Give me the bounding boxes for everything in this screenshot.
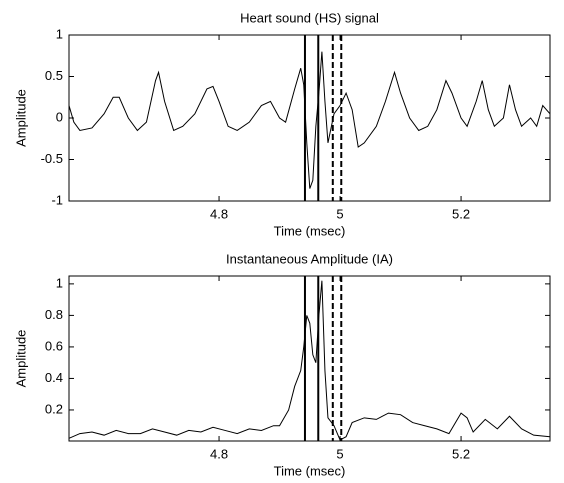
signal-line: [68, 280, 551, 441]
y-tick-label: 1: [56, 275, 63, 290]
x-tick-label: 4.8: [210, 446, 228, 461]
y-axis-label: Amplitude: [13, 330, 28, 388]
chart-title: Heart sound (HS) signal: [240, 10, 379, 25]
y-tick-label: 0.4: [45, 370, 63, 385]
y-tick-label: 1: [56, 26, 63, 41]
x-tick-label: 5.2: [452, 446, 470, 461]
signal-line: [68, 51, 551, 189]
plot-area: [68, 275, 551, 442]
y-tick-label: 0.6: [45, 338, 63, 353]
x-tick-label: 5: [336, 446, 343, 461]
y-tick-label: 0.5: [45, 68, 63, 83]
plot-area: [68, 34, 551, 202]
x-axis-label: Time (msec): [274, 223, 346, 238]
y-tick-label: 0: [56, 109, 63, 124]
x-tick-label: 4.8: [210, 206, 228, 221]
y-tick-label: 0.8: [45, 307, 63, 322]
y-tick-label: -0.5: [41, 151, 63, 166]
y-tick-label: -1: [51, 192, 63, 207]
y-axis-label: Amplitude: [13, 89, 28, 147]
x-tick-label: 5: [336, 206, 343, 221]
y-tick-label: 0.2: [45, 401, 63, 416]
chart-title: Instantaneous Amplitude (IA): [226, 251, 393, 266]
x-tick-label: 5.2: [452, 206, 470, 221]
x-axis-label: Time (msec): [274, 463, 346, 478]
